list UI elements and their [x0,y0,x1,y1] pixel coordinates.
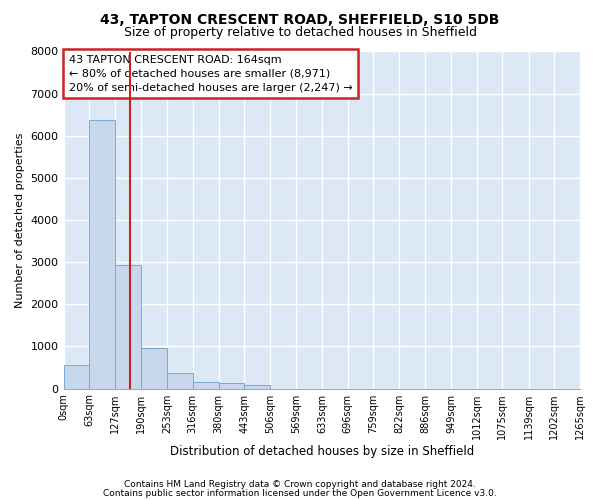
Bar [167,373,193,388]
Bar [244,384,270,388]
Bar [141,348,167,389]
X-axis label: Distribution of detached houses by size in Sheffield: Distribution of detached houses by size … [170,444,474,458]
Text: 43 TAPTON CRESCENT ROAD: 164sqm
← 80% of detached houses are smaller (8,971)
20%: 43 TAPTON CRESCENT ROAD: 164sqm ← 80% of… [69,55,352,93]
Text: Contains HM Land Registry data © Crown copyright and database right 2024.: Contains HM Land Registry data © Crown c… [124,480,476,489]
Y-axis label: Number of detached properties: Number of detached properties [15,132,25,308]
Bar [193,382,218,388]
Bar [218,383,244,388]
Text: 43, TAPTON CRESCENT ROAD, SHEFFIELD, S10 5DB: 43, TAPTON CRESCENT ROAD, SHEFFIELD, S10… [100,12,500,26]
Bar [64,365,89,388]
Bar [89,120,115,388]
Bar [115,265,141,388]
Text: Contains public sector information licensed under the Open Government Licence v3: Contains public sector information licen… [103,490,497,498]
Text: Size of property relative to detached houses in Sheffield: Size of property relative to detached ho… [124,26,476,39]
